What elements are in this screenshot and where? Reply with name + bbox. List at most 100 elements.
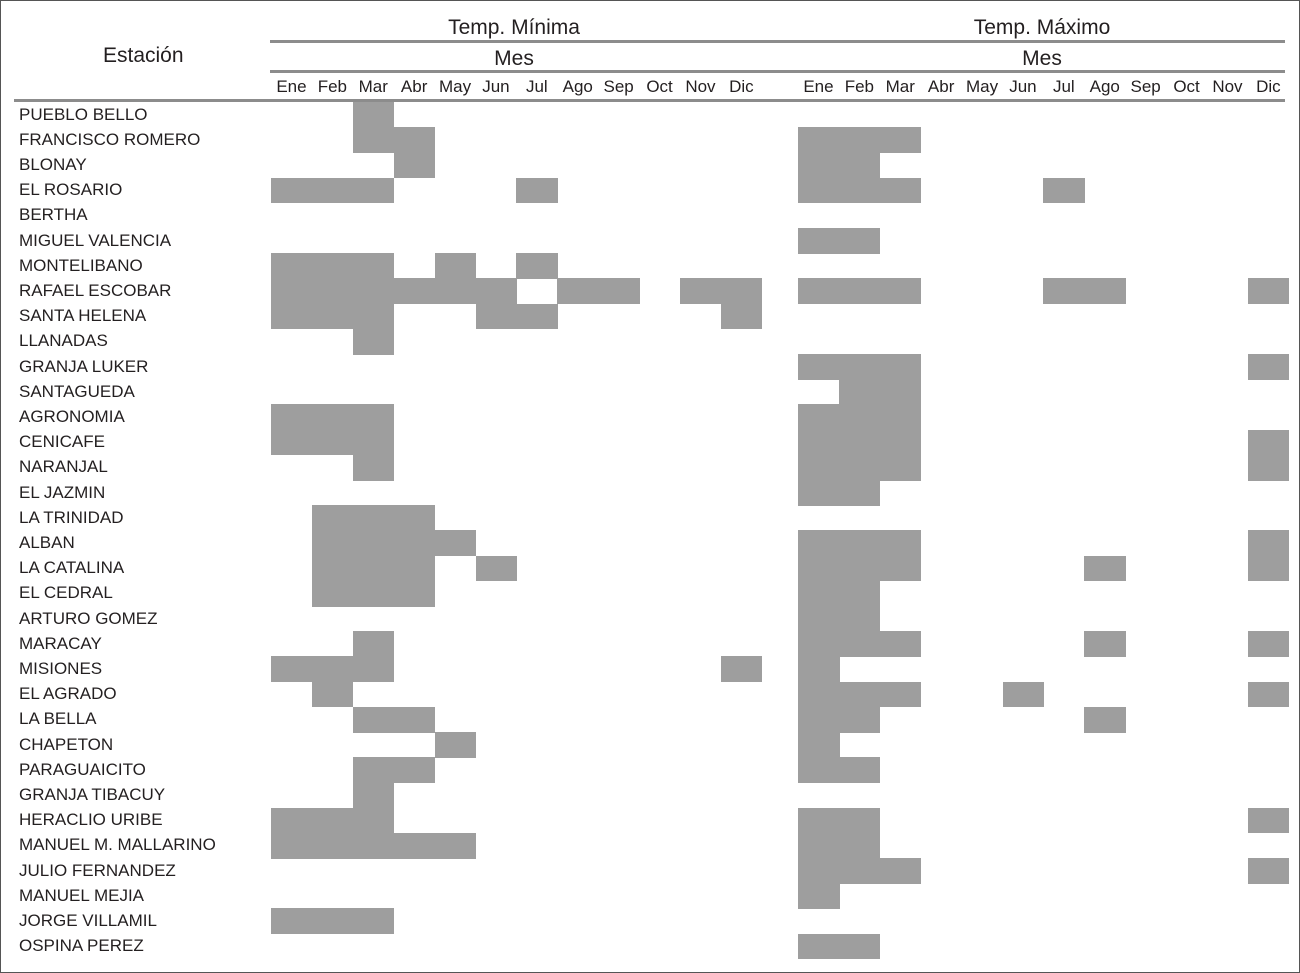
month-label-max-ene: Ene [803,77,834,96]
month-label-min-nov: Nov [685,77,716,96]
heatmap-cell-max [1084,706,1126,733]
month-label-max-may: May [965,77,999,96]
month-label-min-may: May [438,77,472,96]
heatmap-cell-min [311,681,354,708]
heatmap-cell-min [393,555,436,582]
station-label: PARAGUAICITO [19,759,146,779]
heatmap-cell-min [393,530,436,557]
heatmap-cell-max [798,480,840,506]
temp-max-group-title: Temp. Máximo [973,16,1111,39]
station-column-header: Estación [103,44,184,67]
heatmap-cell-max [879,278,922,305]
heatmap-cell-max [1084,555,1126,582]
heatmap-cell-min [311,832,354,859]
month-label-max-abr: Abr [927,77,955,96]
heatmap-cell-max [879,127,922,153]
heatmap-cell-min [434,832,477,859]
month-label-min-jun: Jun [482,77,510,96]
heatmap-cell-max [798,933,840,960]
station-label: LA BELLA [19,709,97,729]
heatmap-cell-min [720,303,763,330]
heatmap-cell-max [798,757,840,783]
heatmap-cell-min [393,278,436,305]
station-label: EL ROSARIO [19,180,123,200]
group-header-rule [270,40,1285,43]
station-label: RAFAEL ESCOBAR [19,281,172,300]
heatmap-cell-min [393,152,436,179]
heatmap-cell-max [879,354,922,380]
station-label: MIGUEL VALENCIA [19,230,172,250]
heatmap-cell-min [393,580,436,607]
heatmap-cell-min [271,278,313,305]
heatmap-cell-max [838,228,881,254]
heatmap-cell-max [838,530,881,557]
station-label: FRANCISCO ROMERO [19,129,201,149]
heatmap-cell-max [1247,631,1290,657]
heatmap-cell-max [1043,278,1085,305]
heatmap-cell-max [1084,631,1126,657]
heatmap-cell-min [311,807,354,834]
heatmap-cell-min [271,177,313,204]
station-label: JULIO FERNANDEZ [19,860,176,880]
station-label: LA CATALINA [19,558,125,578]
heatmap-cell-min [352,303,395,330]
heatmap-cell-max [838,858,881,884]
month-label-max-nov: Nov [1212,77,1243,96]
station-label: SANTAGUEDA [19,381,135,401]
heatmap-cell-max [798,429,840,456]
heatmap-cell-max [798,832,840,859]
heatmap-cell-max [798,177,840,204]
heatmap-cell-max [838,429,881,456]
heatmap-cell-min [598,278,640,305]
month-label-min-oct: Oct [646,77,673,96]
station-label: LA TRINIDAD [19,507,124,527]
station-label: EL JAZMIN [19,482,106,502]
heatmap-cell-max [798,228,840,254]
heatmap-cell-max [798,580,840,607]
heatmap-cell-min [475,303,517,330]
heatmap-cell-max [879,404,922,431]
station-label: LLANADAS [19,331,108,351]
heatmap-cell-min [311,555,354,582]
heatmap-cell-max [1247,530,1290,557]
heatmap-cell-max [1043,177,1085,204]
table-top-rule [14,99,1285,102]
heatmap-cell-max [1247,278,1290,305]
heatmap-cell-min [352,454,395,481]
heatmap-cell-min [311,656,354,683]
heatmap-cell-max [1247,807,1290,834]
heatmap-cell-min [311,177,354,204]
heatmap-cell-max [798,732,840,758]
heatmap-cell-min [434,253,477,279]
heatmap-cell-min [352,782,395,809]
heatmap-cell-min [271,253,313,279]
heatmap-cell-max [798,858,840,884]
station-label: MANUEL M. MALLARINO [19,835,216,855]
heatmap-cell-min [720,278,763,305]
month-label-max-mar: Mar [885,77,915,96]
heatmap-cell-max [798,278,840,305]
station-label: PUEBLO BELLO [19,104,148,124]
heatmap-cell-min [393,505,436,531]
heatmap-cell-max [798,807,840,834]
heatmap-cell-min [352,807,395,834]
heatmap-cell-max [838,454,881,481]
station-label: ARTURO GOMEZ [19,608,158,628]
month-label-max-oct: Oct [1173,77,1200,96]
heatmap-cell-max [838,354,881,380]
heatmap-cell-max [838,757,881,783]
heatmap-cell-min [352,404,395,431]
heatmap-cell-min [352,127,395,153]
heatmap-cell-max [838,807,881,834]
heatmap-cell-min [311,278,354,305]
heatmap-cell-max [879,177,922,204]
heatmap-cell-max [838,278,881,305]
heatmap-cell-max [1247,555,1290,582]
heatmap-cell-max [838,379,881,405]
heatmap-cell-min [352,429,395,456]
month-label-min-dic: Dic [729,77,754,96]
heatmap-cell-min [352,656,395,683]
heatmap-cell-min [475,555,517,582]
heatmap-cell-max [798,454,840,481]
heatmap-cell-min [434,732,477,758]
